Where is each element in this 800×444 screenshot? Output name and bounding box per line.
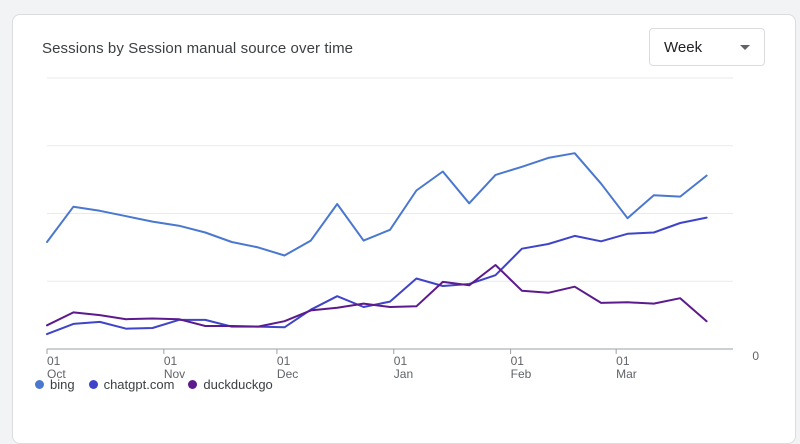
x-tick-label-day: 01: [511, 354, 525, 368]
chart-legend: bing chatgpt.com duckduckgo: [35, 377, 273, 392]
y-tick-label: 0: [752, 349, 759, 363]
x-tick-label-month: Jan: [394, 367, 413, 381]
legend-item-bing[interactable]: bing: [35, 377, 75, 392]
x-tick-label-month: Dec: [277, 367, 298, 381]
chart-title: Sessions by Session manual source over t…: [42, 40, 354, 57]
x-tick-label-day: 01: [394, 354, 408, 368]
legend-dot-icon: [88, 380, 98, 389]
x-tick-label-month: Mar: [616, 367, 637, 381]
series-line-duckduckgo[interactable]: [46, 264, 708, 328]
x-tick-label-day: 01: [47, 354, 61, 368]
x-tick-label-day: 01: [164, 354, 178, 368]
x-tick-label-day: 01: [277, 354, 291, 368]
x-tick-label-month: Nov: [164, 367, 185, 381]
x-tick-label-month: Oct: [47, 367, 66, 381]
legend-label: bing: [50, 377, 75, 392]
legend-label: duckduckgo: [203, 377, 273, 392]
legend-label: chatgpt.com: [103, 377, 175, 392]
x-tick-label-month: Feb: [511, 367, 532, 381]
legend-dot-icon: [188, 380, 198, 389]
legend-dot-icon: [35, 380, 44, 389]
legend-item-duckduckgo[interactable]: duckduckgo: [188, 377, 273, 392]
series-line-bing[interactable]: [46, 152, 708, 257]
legend-item-chatgpt-com[interactable]: chatgpt.com: [88, 377, 175, 392]
period-select-value: Week: [664, 39, 703, 56]
chevron-down-icon: [740, 45, 750, 50]
x-tick-label-day: 01: [616, 354, 630, 368]
period-select[interactable]: Week: [649, 28, 765, 66]
